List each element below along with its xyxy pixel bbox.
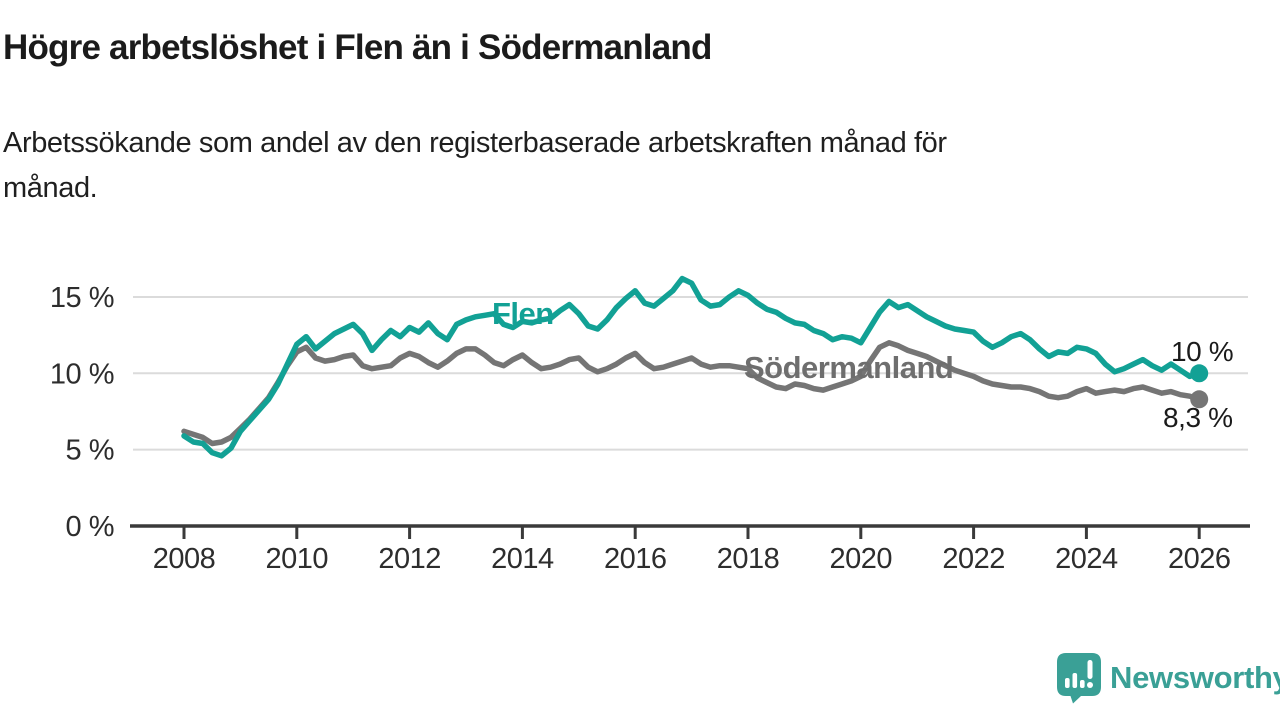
newsworthy-logo: Newsworthy (1056, 652, 1280, 704)
y-tick-label-0: 0 % (66, 511, 114, 543)
series-line-södermanland (181, 340, 1202, 447)
end-dot-södermanland (1190, 390, 1209, 409)
end-dot-flen (1190, 364, 1209, 383)
subtitle-line-2: månad. (3, 172, 98, 204)
page-title: Högre arbetslöshet i Flen än i Södermanl… (3, 28, 712, 67)
end-value-label-flen: 10 % (1171, 336, 1234, 367)
y-tick-label-15: 15 % (50, 282, 114, 314)
y-tick-label-5: 5 % (66, 435, 114, 467)
subtitle-line-1: Arbetssökande som andel av den registerb… (3, 127, 947, 159)
x-tick-label-2010: 2010 (266, 543, 329, 575)
newsworthy-brand-text: Newsworthy (1110, 660, 1280, 695)
x-tick-label-2022: 2022 (942, 543, 1005, 575)
x-tick-label-2008: 2008 (153, 543, 216, 575)
newsworthy-speech-bubble-chart-icon (1057, 653, 1101, 704)
x-tick-label-2018: 2018 (717, 543, 780, 575)
y-tick-label-10: 10 % (50, 358, 114, 390)
x-tick-label-2016: 2016 (604, 543, 667, 575)
x-tick-label-2012: 2012 (378, 543, 441, 575)
x-tick-label-2020: 2020 (830, 543, 893, 575)
x-tick-label-2014: 2014 (491, 543, 554, 575)
chart-subtitle: Arbetssökande som andel av den registerb… (3, 121, 1273, 211)
series-label-sodermanland: Södermanland (744, 350, 954, 385)
x-tick-label-2026: 2026 (1168, 543, 1231, 575)
series-label-flen: Flen (492, 296, 554, 331)
x-tick-label-2024: 2024 (1055, 543, 1118, 575)
end-value-label-sodermanland: 8,3 % (1163, 402, 1233, 433)
series-line-flen (181, 275, 1202, 459)
